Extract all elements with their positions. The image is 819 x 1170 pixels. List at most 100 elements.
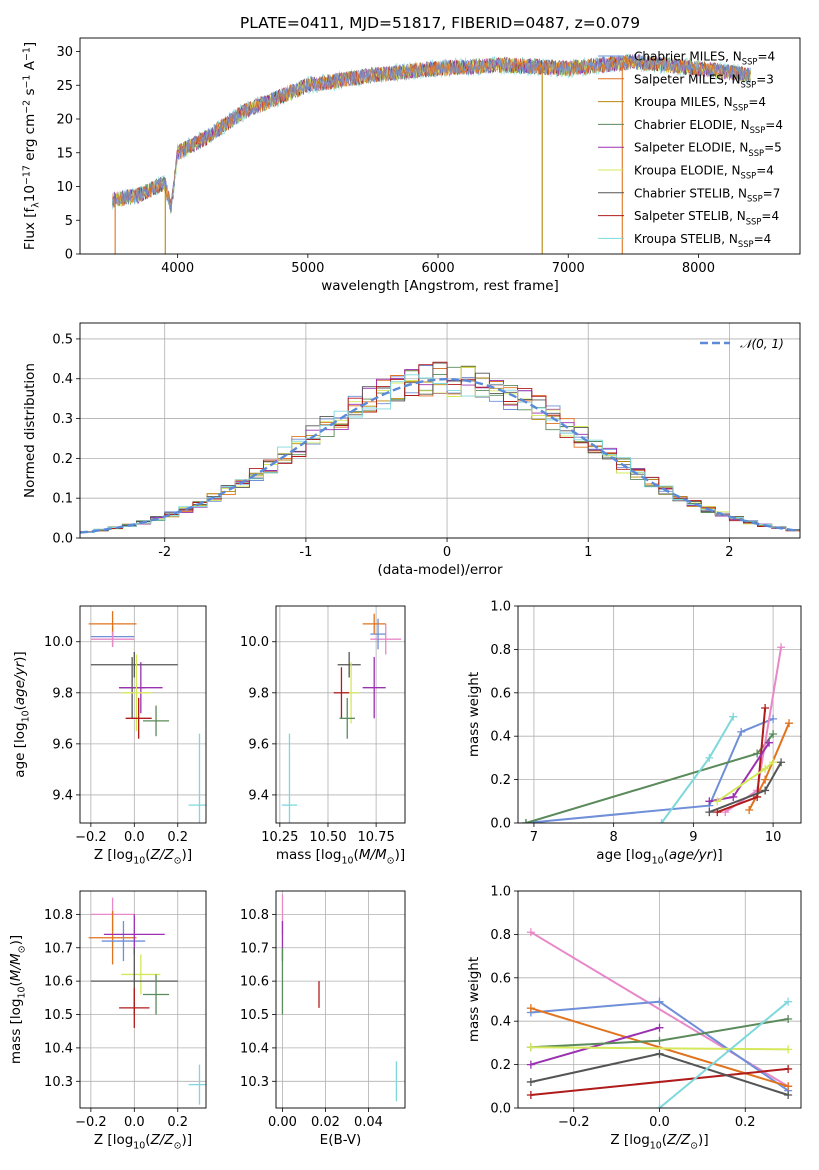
y-tick-label: 9.4 <box>52 788 73 803</box>
axes-frame <box>79 322 801 539</box>
mass-vs-EBV-plot-area <box>281 894 398 1102</box>
x-tick-label: 0 <box>443 545 451 560</box>
weight-marker <box>777 643 786 652</box>
massweight-vs-Z-panel: −0.2 0.0 0.2 0.0 0.2 0.4 0.6 0.8 1.0 Z [log10(Z/Z… <box>466 885 802 1152</box>
y-tick-label: 10.4 <box>44 1041 73 1056</box>
spectrum-line <box>112 54 751 211</box>
x-tick-label: 0.2 <box>735 1115 756 1130</box>
x-tick-label: 0.0 <box>124 830 145 845</box>
weight-marker <box>761 764 770 773</box>
x-tick-label: −0.2 <box>558 1115 590 1130</box>
mass-vs-Z-panel: −0.2 0.0 0.2 10.3 10.4 10.5 10.6 10.7 10.8 Z [log… <box>8 890 207 1152</box>
axes-frame <box>79 890 207 1109</box>
weight-marker <box>713 797 722 806</box>
y-tick-label: 0.2 <box>52 452 73 467</box>
y-tick-label: 10.8 <box>240 908 269 923</box>
weight-marker <box>705 753 714 762</box>
weight-marker <box>784 1015 793 1024</box>
weight-marker <box>784 1064 793 1073</box>
age-vs-mass-plot-area <box>281 613 402 823</box>
y-axis-label: age [log10(age/yr)] <box>12 651 32 777</box>
y-tick-label: 0.2 <box>490 1058 511 1073</box>
histogram-series <box>80 374 800 533</box>
y-axis-label: mass [log10(M/M⊙)] <box>8 935 28 1064</box>
weight-marker <box>729 712 738 721</box>
x-axis-label: (data-model)/error <box>377 562 503 578</box>
weight-marker <box>526 1043 535 1052</box>
y-axis-label: Normed distribution <box>22 363 38 498</box>
residuals-plot-area <box>80 361 800 534</box>
y-tick-label: 0.6 <box>490 971 511 986</box>
weight-marker <box>769 730 778 739</box>
weight-marker <box>655 1104 664 1108</box>
y-tick-label: 0.8 <box>490 928 511 943</box>
histogram-series <box>80 362 800 533</box>
figure-title: PLATE=0411, MJD=51817, FIBERID=0487, z=0… <box>240 14 640 32</box>
y-axis-label: mass weight <box>466 672 482 757</box>
x-tick-label: -2 <box>158 545 171 560</box>
x-axis-label: mass [log10(M/M⊙)] <box>276 847 405 867</box>
y-tick-label: 10.0 <box>44 635 73 650</box>
age-vs-Z-plot-area <box>88 611 206 823</box>
legend-entry: Chabrier ELODIE, NSSP=4 <box>634 118 783 135</box>
weight-marker <box>705 808 714 817</box>
legend-entry: Chabrier MILES, NSSP=4 <box>634 50 775 67</box>
x-tick-label: 0.00 <box>268 1115 297 1130</box>
y-tick-label: 10.3 <box>44 1075 73 1090</box>
weight-line <box>530 1046 789 1051</box>
age-vs-Z-panel: −0.2 0.0 0.2 9.4 9.6 9.8 10.0 Z [log10(Z/Z⊙)] ag… <box>12 605 207 867</box>
axes-frame <box>275 890 406 1109</box>
histogram-series <box>80 361 800 533</box>
weight-marker <box>526 928 535 937</box>
weight-marker <box>526 1060 535 1069</box>
x-tick-label: 0.0 <box>649 1115 670 1130</box>
y-tick-label: 10.4 <box>240 1041 269 1056</box>
y-tick-label: 9.8 <box>52 686 73 701</box>
x-axis-label: Z [log10(Z/Z⊙)] <box>94 847 192 867</box>
y-tick-label: 0.2 <box>490 773 511 788</box>
y-tick-label: 0.6 <box>490 686 511 701</box>
weight-marker <box>784 1090 793 1099</box>
x-axis-label: Z [log10(Z/Z⊙)] <box>610 1132 708 1152</box>
x-tick-label: 0.02 <box>311 1115 340 1130</box>
axes-frame <box>517 605 802 824</box>
weight-marker <box>655 1049 664 1058</box>
y-tick-label: 20 <box>56 113 73 128</box>
y-tick-label: 9.6 <box>52 737 73 752</box>
legend-entry: Salpeter MILES, NSSP=3 <box>634 72 774 89</box>
y-tick-label: 10.7 <box>240 941 269 956</box>
axes-frame <box>517 890 802 1109</box>
weight-marker <box>655 1023 664 1032</box>
weight-marker <box>784 1082 793 1091</box>
spectrum-panel: 4000 5000 6000 7000 8000 0 5 10 15 20 25 30 waveleng… <box>21 37 801 294</box>
legend-entry: Salpeter STELIB, NSSP=4 <box>634 209 779 226</box>
y-tick-label: 5 <box>65 214 73 229</box>
weight-marker <box>521 819 530 823</box>
weight-line <box>525 717 774 823</box>
x-tick-label: 1 <box>584 545 592 560</box>
weight-line <box>658 1000 789 1108</box>
x-tick-label: 10 <box>765 830 782 845</box>
x-tick-label: 9 <box>689 830 697 845</box>
x-tick-label: 10.50 <box>309 830 346 845</box>
histogram-series <box>80 366 800 532</box>
age-vs-mass-panel: 10.25 10.50 10.75 9.4 9.6 9.8 10.0 mass [log10(… <box>240 605 406 867</box>
axes-frame <box>79 37 801 255</box>
x-tick-label: 10.25 <box>261 830 298 845</box>
y-tick-label: 10.8 <box>44 908 73 923</box>
x-axis-label: Z [log10(Z/Z⊙)] <box>94 1132 192 1152</box>
y-tick-label: 25 <box>56 79 73 94</box>
histogram-series <box>80 365 800 533</box>
mass-vs-EBV-panel: 0.00 0.02 0.04 10.3 10.4 10.5 10.6 10.7 10.8 E(B-… <box>240 890 406 1148</box>
x-tick-label: 2 <box>725 545 733 560</box>
x-tick-label: 0.04 <box>354 1115 383 1130</box>
weight-marker <box>655 1036 664 1045</box>
residuals-panel: -2 -1 0 1 2 0.0 0.1 0.2 0.3 0.4 0.5 (data-model)/er… <box>22 322 801 578</box>
weight-marker <box>705 797 714 806</box>
x-tick-label: 7 <box>530 830 538 845</box>
x-tick-label: 8 <box>610 830 618 845</box>
weight-marker <box>729 792 738 801</box>
y-tick-label: 10.5 <box>44 1008 73 1023</box>
y-tick-label: 10.3 <box>240 1075 269 1090</box>
y-tick-label: 0.5 <box>52 332 73 347</box>
